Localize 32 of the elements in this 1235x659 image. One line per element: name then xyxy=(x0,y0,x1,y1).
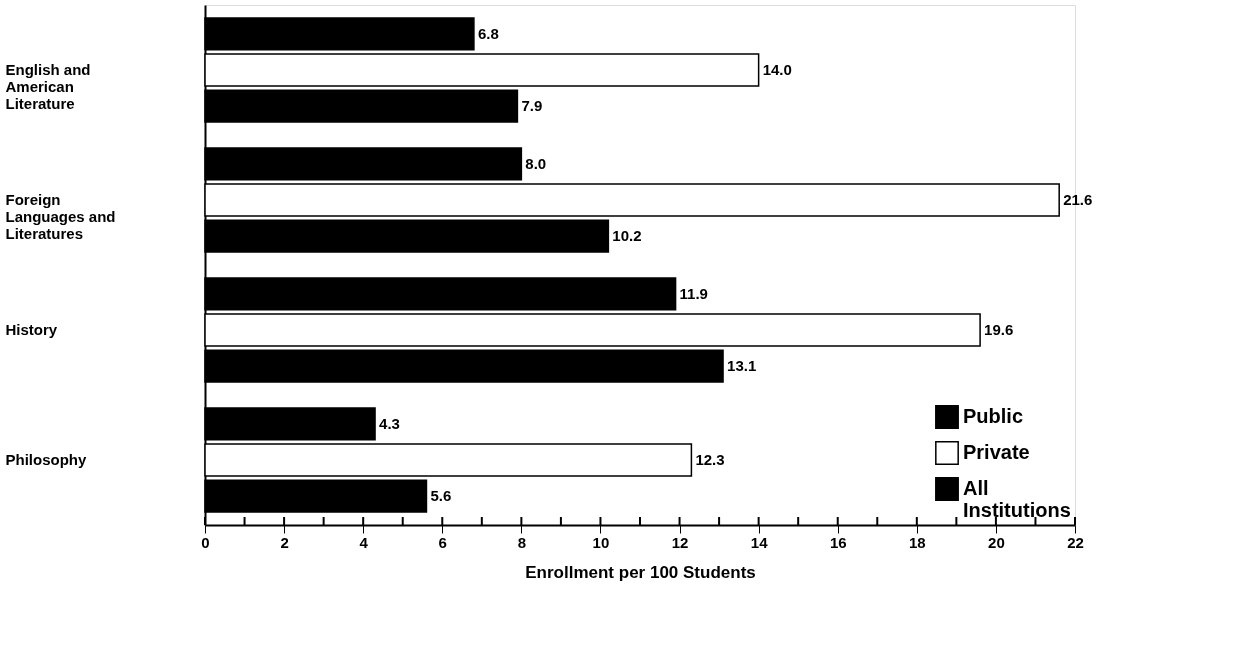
x-tick-label: 20 xyxy=(988,533,1005,551)
x-tick-label: 0 xyxy=(201,533,210,551)
x-tick-label: 18 xyxy=(908,533,926,551)
legend-label: Public xyxy=(963,405,1024,427)
x-tick-label: 8 xyxy=(517,533,527,551)
y-tick-label: English and American Literature xyxy=(5,61,91,112)
y-tick-label: Foreign Languages and Literatures xyxy=(5,191,116,242)
data-label: 7.9 xyxy=(521,97,543,115)
x-tick-label: 4 xyxy=(359,533,369,551)
x-tick-label: 16 xyxy=(829,533,847,551)
x-tick-label: 6 xyxy=(438,533,447,551)
data-label: 10.2 xyxy=(612,227,642,245)
x-tick-label: 2 xyxy=(280,533,289,551)
data-label: 13.1 xyxy=(727,357,757,375)
data-label: 11.9 xyxy=(679,284,708,302)
x-tick-label: 12 xyxy=(671,533,689,551)
y-tick-label: Philosophy xyxy=(5,451,87,468)
data-label: 14.0 xyxy=(762,61,792,78)
data-label: 5.6 xyxy=(430,487,452,505)
data-label: 4.3 xyxy=(379,414,400,432)
x-tick-label: 10 xyxy=(592,533,610,551)
data-label: 19.6 xyxy=(984,321,1014,338)
legend-label: All Institutions xyxy=(963,477,1071,521)
data-label: 12.3 xyxy=(695,451,725,468)
x-axis-title: Enrollment per 100 Students xyxy=(525,562,756,582)
legend-label: Private xyxy=(963,441,1030,463)
data-label: 6.8 xyxy=(477,24,499,42)
data-label: 8.0 xyxy=(525,154,547,172)
data-label: 21.6 xyxy=(1063,191,1093,208)
x-tick-label: 14 xyxy=(750,533,769,551)
y-tick-label: History xyxy=(5,321,58,338)
x-tick-label: 22 xyxy=(1067,533,1084,551)
